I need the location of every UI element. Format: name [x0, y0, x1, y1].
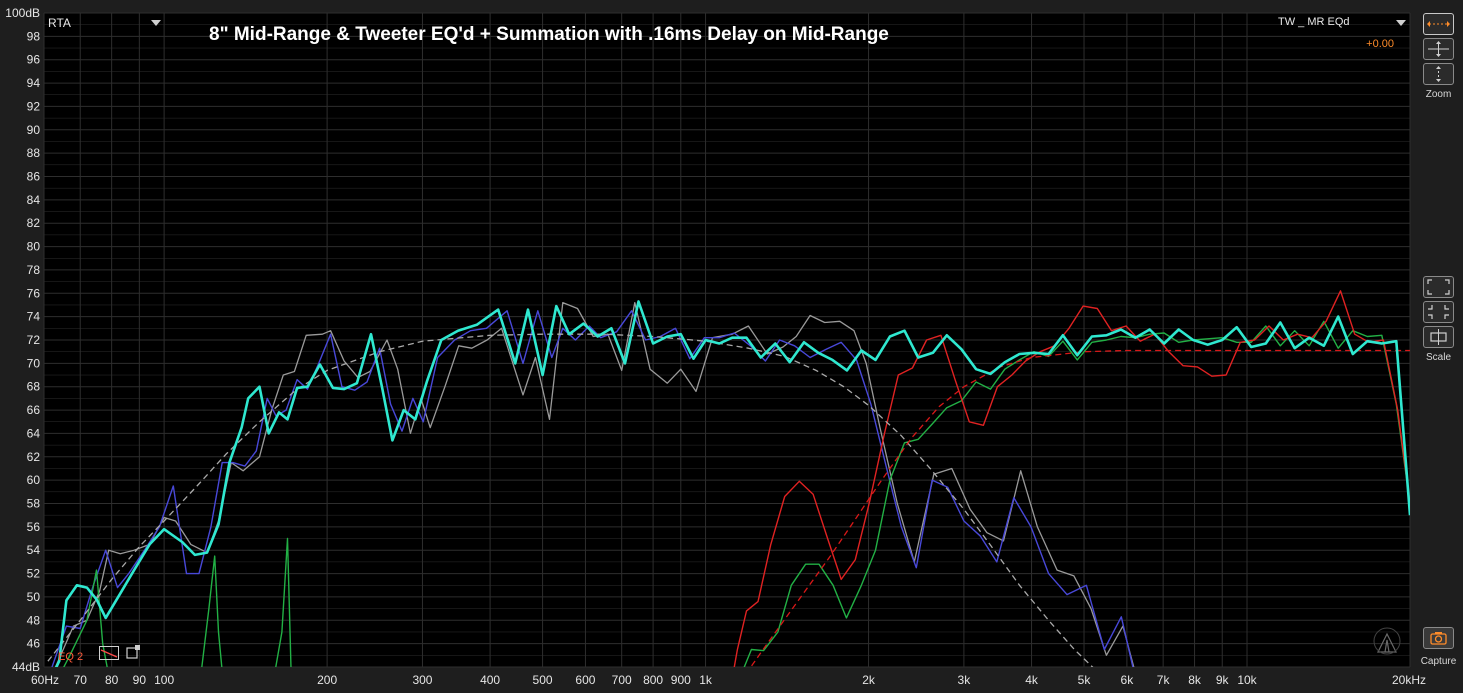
x-tick-label: 900 — [671, 673, 691, 687]
x-tick-label: 70 — [74, 673, 88, 687]
y-tick-label: 74 — [27, 310, 41, 324]
x-tick-label: 300 — [412, 673, 432, 687]
series-layer — [47, 290, 1410, 667]
y-tick-label: 94 — [27, 76, 41, 90]
capture-button[interactable] — [1423, 627, 1454, 649]
chevron-down-icon — [1396, 20, 1406, 26]
x-tick-label: 90 — [133, 673, 147, 687]
x-tick-label: 20kHz — [1392, 673, 1426, 687]
source-dropdown[interactable]: TW _ MR EQd — [1272, 14, 1410, 32]
fit-icon — [1430, 329, 1447, 345]
y-tick-label: 100dB — [5, 6, 40, 20]
x-tick-label: 600 — [575, 673, 595, 687]
zoom-label: Zoom — [1425, 89, 1452, 100]
y-tick-label: 90 — [27, 123, 41, 137]
y-tick-label: 82 — [27, 216, 41, 230]
jbl-logo-icon — [1373, 627, 1401, 655]
y-tick-label: 64 — [27, 426, 41, 440]
window-icon — [126, 645, 140, 659]
scale-compress-button[interactable] — [1423, 301, 1454, 323]
expand-icon — [1427, 279, 1450, 295]
series-line-6 — [750, 349, 1410, 667]
eq-toggle-button[interactable] — [99, 646, 119, 660]
x-tick-label: 80 — [105, 673, 119, 687]
x-tick-label: 5k — [1078, 673, 1092, 687]
x-tick-label: 200 — [317, 673, 337, 687]
compress-icon — [1428, 305, 1449, 319]
series-line-2 — [51, 310, 1134, 667]
series-line-3 — [63, 320, 1410, 667]
x-tick-label: 4k — [1025, 673, 1039, 687]
y-tick-label: 46 — [27, 637, 41, 651]
y-tick-label: 98 — [27, 29, 41, 43]
y-tick-label: 44dB — [12, 660, 40, 674]
y-tick-label: 86 — [27, 170, 41, 184]
series-line-7 — [54, 300, 1410, 667]
zoom-vertical-button[interactable] — [1423, 63, 1454, 85]
y-tick-label: 48 — [27, 613, 41, 627]
zoom-fit-button[interactable] — [1423, 38, 1454, 60]
scale-fit-button[interactable] — [1423, 326, 1454, 348]
y-tick-label: 72 — [27, 333, 41, 347]
eq-selector[interactable]: EQ 2 — [58, 647, 84, 663]
chevron-down-icon — [151, 20, 161, 26]
capture-label: Capture — [1420, 656, 1457, 667]
scale-label: Scale — [1425, 352, 1451, 363]
scale-expand-button[interactable] — [1423, 276, 1454, 298]
eq-window-button[interactable] — [126, 644, 142, 660]
y-tick-label: 54 — [27, 543, 41, 557]
x-tick-label: 500 — [533, 673, 553, 687]
y-tick-label: 70 — [27, 356, 41, 370]
zoom-toggle-button[interactable] — [1423, 13, 1454, 35]
x-tick-label: 8k — [1188, 673, 1202, 687]
y-axis-labels: 44dB 46 48 50 52 54 56 58 60 62 64 66 68 70 72 74 76 78 80… — [5, 6, 40, 674]
y-tick-label: 92 — [27, 99, 41, 113]
eq-label: EQ 2 — [58, 651, 84, 663]
y-tick-label: 84 — [27, 193, 41, 207]
offset-value: +0.00 — [1366, 38, 1394, 50]
y-tick-label: 78 — [27, 263, 41, 277]
y-tick-label: 52 — [27, 567, 41, 581]
x-tick-label: 2k — [862, 673, 876, 687]
y-tick-label: 62 — [27, 450, 41, 464]
source-label: TW _ MR EQd — [1278, 16, 1350, 28]
x-tick-label: 100 — [154, 673, 174, 687]
x-tick-label: 400 — [480, 673, 500, 687]
x-tick-label: 10k — [1237, 673, 1257, 687]
zoom-cross-icon — [1428, 41, 1449, 57]
x-tick-label: 6k — [1121, 673, 1135, 687]
y-tick-label: 76 — [27, 286, 41, 300]
y-tick-label: 56 — [27, 520, 41, 534]
y-tick-label: 68 — [27, 380, 41, 394]
chart-title: 8" Mid-Range & Tweeter EQ'd + Summation … — [209, 24, 889, 45]
camera-icon — [1430, 632, 1447, 645]
y-tick-label: 50 — [27, 590, 41, 604]
x-tick-label: 1k — [699, 673, 713, 687]
x-tick-label: 800 — [643, 673, 663, 687]
y-tick-label: 66 — [27, 403, 41, 417]
y-tick-label: 88 — [27, 146, 41, 160]
x-tick-label: 60Hz — [31, 673, 59, 687]
x-tick-label: 700 — [612, 673, 632, 687]
x-tick-label: 9k — [1216, 673, 1230, 687]
zoom-vertical-icon — [1436, 66, 1441, 82]
y-tick-label: 80 — [27, 240, 41, 254]
x-tick-label: 7k — [1157, 673, 1171, 687]
y-tick-label: 96 — [27, 53, 41, 67]
y-tick-label: 58 — [27, 497, 41, 511]
x-axis-labels: 60Hz 70 80 90 100 200 300 400 500 600 700 800 900 1k 2… — [31, 673, 1426, 687]
eq-curve-icon — [99, 646, 119, 660]
x-tick-label: 3k — [958, 673, 972, 687]
rta-label: RTA — [48, 16, 71, 30]
series-line-5 — [47, 333, 1094, 667]
zoom-horizontal-icon — [1427, 21, 1450, 27]
rta-dropdown[interactable]: RTA — [44, 14, 167, 32]
y-tick-label: 60 — [27, 473, 41, 487]
